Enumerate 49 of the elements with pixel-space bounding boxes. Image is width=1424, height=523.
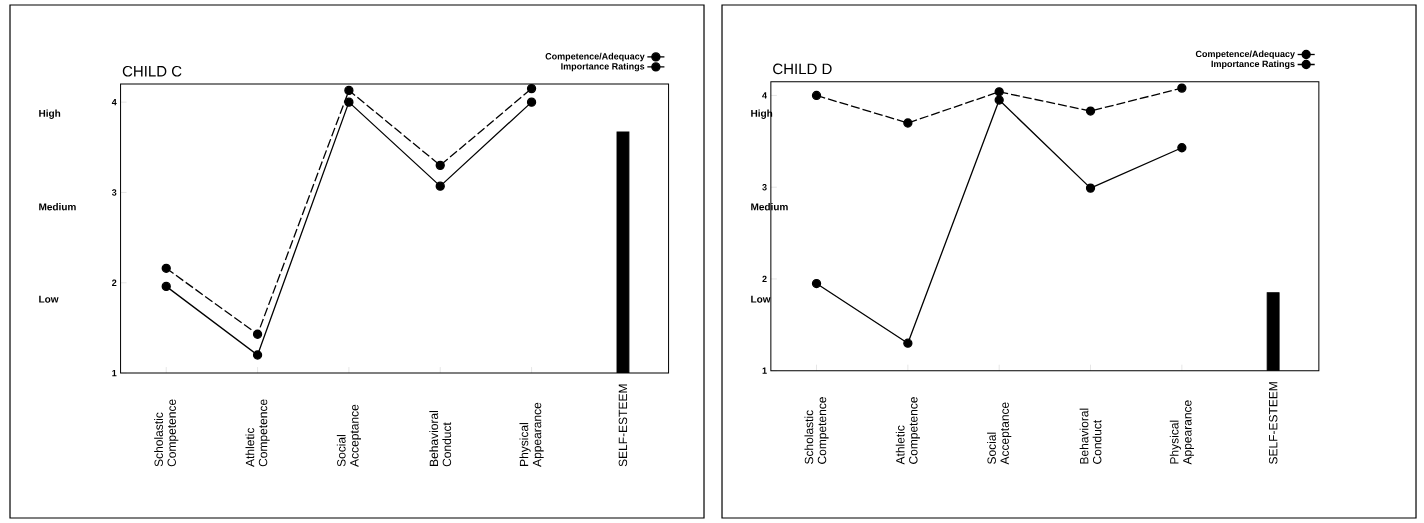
x-tick-label: Social Acceptance <box>987 402 1012 465</box>
x-tick-label: Physical Appearance <box>519 402 544 467</box>
point <box>1177 143 1187 153</box>
point <box>1177 83 1187 93</box>
y-tick-label: 4 <box>762 92 767 99</box>
legend-label: Importance Ratings <box>1211 60 1295 69</box>
x-tick-label: Social Acceptance <box>336 404 361 467</box>
legend-label: Competence/Adequacy <box>545 52 645 62</box>
point <box>811 278 822 289</box>
point <box>903 338 913 348</box>
point <box>1085 106 1096 116</box>
point <box>526 97 537 107</box>
x-tick-label: Scholastic Competence <box>154 399 179 467</box>
x-tick-label: Behavioral Conduct <box>1079 408 1102 464</box>
point <box>1085 183 1096 193</box>
x-tick-label: Scholastic Competence <box>804 397 829 464</box>
y-tick-label: 3 <box>111 189 117 196</box>
y-tick-label: 1 <box>112 369 117 377</box>
chart-title: CHILD D <box>773 63 832 75</box>
point <box>161 281 171 292</box>
point <box>344 97 354 107</box>
point <box>252 329 263 339</box>
text: Medium <box>39 203 76 211</box>
x-tick-label: Athletic Competence <box>245 399 270 467</box>
point <box>526 83 537 94</box>
point <box>811 90 822 101</box>
chart-title: CHILD C <box>122 65 182 77</box>
x-tick-label: Behavioral Conduct <box>429 411 452 467</box>
y-tick-label: 2 <box>112 279 117 286</box>
text: Low <box>39 295 59 303</box>
point <box>435 181 445 191</box>
legend-label: Importance Ratings <box>561 62 645 72</box>
y-tick-label: 1 <box>762 367 767 374</box>
x-tick-label: Athletic Competence <box>895 397 920 465</box>
legend-label: Competence/Adequacy <box>1195 50 1295 59</box>
point <box>344 85 354 96</box>
point <box>903 118 913 128</box>
x-tick-label: SELF-ESTEEM <box>1268 382 1278 464</box>
x-tick-label: Physical Appearance <box>1169 400 1194 465</box>
point <box>252 350 263 360</box>
point <box>435 160 445 171</box>
x-tick-label: SELF-ESTEEM <box>618 384 628 467</box>
point <box>994 87 1004 97</box>
y-tick-label: 2 <box>762 275 767 283</box>
y-tick-label: 4 <box>111 99 117 106</box>
point <box>161 263 171 273</box>
y-tick-label: 3 <box>762 184 767 191</box>
text: High <box>39 109 61 119</box>
point <box>994 95 1004 105</box>
